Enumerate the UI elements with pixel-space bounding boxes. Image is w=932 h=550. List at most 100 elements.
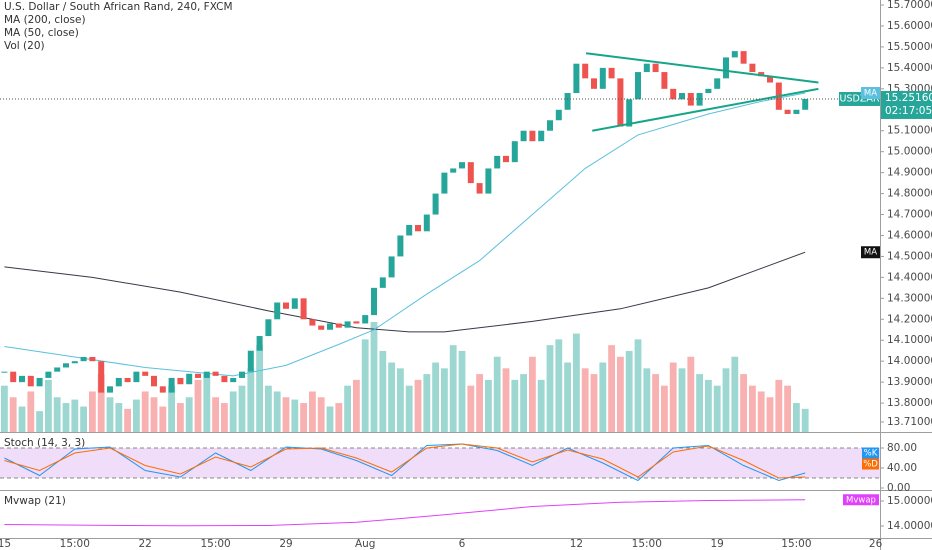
volume-bar <box>476 374 483 432</box>
candle-body <box>599 67 606 89</box>
candle-body <box>54 367 61 372</box>
candle-body <box>564 93 571 110</box>
candle-body <box>511 141 518 163</box>
volume-bar <box>449 345 457 432</box>
candle-body <box>327 323 333 330</box>
candle-body <box>441 172 448 194</box>
candle-body <box>714 78 721 89</box>
y-tick-label: 14.40000 <box>887 271 932 283</box>
volume-bar <box>229 391 237 432</box>
ma-tag <box>861 87 880 100</box>
candle-body <box>300 298 307 320</box>
volume-bar <box>203 374 211 432</box>
volume-bar <box>291 399 299 432</box>
y-tick-label: 80.00 <box>887 442 917 454</box>
candle-body <box>230 377 237 383</box>
x-tick-label: 15:00 <box>781 538 811 550</box>
candle-body <box>344 321 351 328</box>
candle-body <box>107 386 113 393</box>
volume-bar <box>247 368 255 432</box>
candle-body <box>335 323 342 328</box>
volume-bar <box>397 368 404 432</box>
candle-body <box>617 78 624 127</box>
volume-bar <box>749 385 756 432</box>
trendline <box>585 52 819 84</box>
candle-body <box>63 363 69 368</box>
chart-title: U.S. Dollar / South African Rand, 240, F… <box>4 1 233 13</box>
y-tick-label: 15.60000 <box>887 20 932 32</box>
candle-body <box>283 302 289 309</box>
x-tick-label: 22 <box>139 538 152 550</box>
volume-bar <box>106 397 114 432</box>
volume-bar <box>36 411 43 432</box>
volume-bar <box>441 368 448 432</box>
volume-bar <box>414 379 422 432</box>
candle-body <box>432 193 439 215</box>
legend-entry: MA (200, close) <box>4 14 86 26</box>
candle-body <box>318 325 325 330</box>
candle-body <box>98 361 105 393</box>
legend-entry: MA (50, close) <box>4 27 79 39</box>
band <box>0 448 880 478</box>
moving-average <box>4 251 806 333</box>
candle-body <box>159 386 166 393</box>
x-tick-label: 29 <box>279 538 292 550</box>
volume-bar <box>405 385 413 432</box>
candle-body <box>547 120 553 131</box>
volume-bar <box>326 406 334 432</box>
candle-body <box>520 130 527 142</box>
candle-body <box>635 72 641 100</box>
candle-body <box>767 76 773 83</box>
volume-bar <box>177 403 184 432</box>
volume-bar <box>722 368 730 432</box>
candle-body <box>247 350 254 372</box>
candle-body <box>274 302 281 320</box>
volume-bar <box>18 406 26 432</box>
volume-bar <box>678 368 686 432</box>
candle-body <box>195 373 201 378</box>
candle-body <box>80 356 87 362</box>
candle-body <box>89 356 96 362</box>
volume-bar <box>133 399 140 432</box>
volume-bar <box>370 322 378 432</box>
volume-bar <box>388 362 395 432</box>
candle-body <box>36 377 43 387</box>
volume-bar <box>740 374 747 432</box>
y-tick-label: 14.80000 <box>887 188 932 200</box>
volume-bar <box>353 379 360 432</box>
volume-bar <box>317 397 325 432</box>
candle-body <box>591 78 597 89</box>
candle-body <box>573 63 580 94</box>
candle-body <box>749 63 756 73</box>
volume-bar <box>265 385 272 432</box>
legend-entry: Vol (20) <box>4 40 45 52</box>
candle-body <box>379 277 386 288</box>
candle-body <box>467 162 474 184</box>
candle-body <box>221 375 228 383</box>
x-tick-label: 6 <box>459 538 466 550</box>
candle-body <box>27 375 34 387</box>
volume-bar <box>150 397 158 432</box>
volume-bar <box>687 356 695 432</box>
volume-bar <box>80 406 87 432</box>
candle-body <box>186 373 193 385</box>
volume-bar <box>590 374 598 432</box>
volume-bar <box>652 374 659 432</box>
volume-bar <box>493 356 501 432</box>
candle-body <box>415 225 421 232</box>
volume-bar <box>520 374 527 432</box>
volume-bar <box>256 345 263 432</box>
candle-body <box>309 319 316 326</box>
volume-bar <box>775 379 783 432</box>
candle-body <box>661 72 668 89</box>
candle-body <box>265 319 272 337</box>
candle-body <box>168 377 175 393</box>
y-tick-label: 15.50000 <box>887 41 932 53</box>
candle-body <box>555 109 562 121</box>
ma-tag <box>861 246 880 259</box>
candle-body <box>740 51 747 64</box>
y-tick-label: 14.50000 <box>887 250 932 262</box>
volume-bar <box>643 368 651 432</box>
y-tick-label: 14.00000 <box>887 520 932 532</box>
